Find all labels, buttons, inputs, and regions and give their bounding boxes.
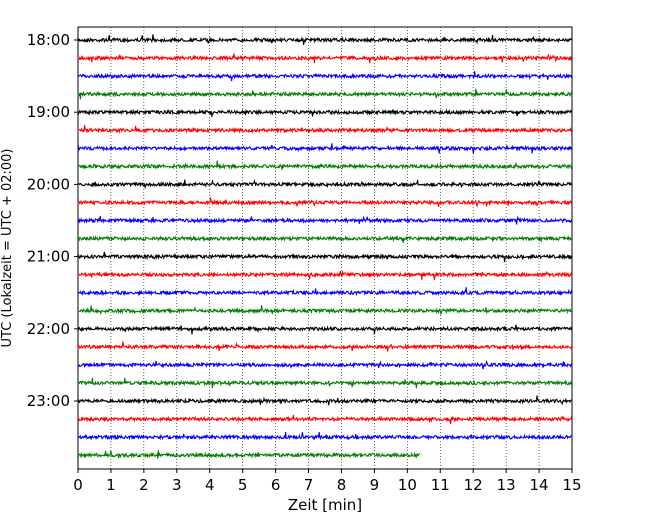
x-tick-label: 1	[106, 476, 116, 494]
traces	[77, 34, 573, 459]
x-tick-label: 7	[304, 476, 314, 494]
x-axis-label: Zeit [min]	[288, 496, 362, 514]
x-tick-label: 6	[271, 476, 281, 494]
y-tick-label: 18:00	[27, 31, 70, 49]
trace-line	[77, 234, 573, 243]
y-tick-label: 20:00	[27, 175, 70, 193]
x-tick-label: 0	[73, 476, 83, 494]
x-tick-label: 5	[238, 476, 248, 494]
x-tick-label: 14	[530, 476, 549, 494]
trace-line	[77, 108, 573, 117]
x-tick-label: 2	[139, 476, 149, 494]
trace-line	[77, 53, 573, 64]
trace-line	[77, 305, 572, 316]
trace-line	[77, 143, 573, 154]
y-tick-label: 21:00	[27, 248, 70, 266]
y-axis-label: UTC (Lokalzeit = UTC + 02:00)	[0, 149, 15, 348]
x-tick-label: 4	[205, 476, 215, 494]
trace-line	[77, 197, 573, 209]
x-tick-label: 9	[370, 476, 380, 494]
y-tick-label: 23:00	[27, 392, 70, 410]
x-tick-label: 15	[562, 476, 581, 494]
y-tick-label: 19:00	[27, 103, 70, 121]
x-tick-label: 13	[497, 476, 516, 494]
x-tick-label: 11	[431, 476, 450, 494]
trace-line	[77, 395, 572, 406]
trace-line	[77, 414, 573, 425]
x-tick-label: 8	[337, 476, 347, 494]
trace-line	[78, 270, 573, 281]
trace-line	[77, 360, 573, 370]
trace-line	[77, 160, 573, 171]
x-tick-label: 3	[172, 476, 182, 494]
trace-line	[77, 215, 573, 225]
trace-line	[77, 324, 573, 335]
y-axis-ticks: 18:00 19:00 20:00 21:00 22:00 23:00	[27, 31, 78, 410]
trace-line	[77, 287, 573, 297]
trace-line	[77, 88, 573, 100]
trace-line	[77, 124, 572, 134]
trace-line	[77, 34, 572, 45]
trace-line	[77, 341, 573, 352]
trace-line	[77, 377, 573, 389]
plot-frame	[77, 26, 573, 470]
x-tick-label: 10	[398, 476, 417, 494]
x-axis-ticks: 0 1 2 3 4 5 6 7 8 9 10 11 12 13 14 15	[73, 469, 582, 494]
x-tick-label: 12	[464, 476, 483, 494]
trace-line	[77, 431, 573, 441]
y-tick-label: 22:00	[27, 320, 70, 338]
trace-line	[77, 251, 573, 263]
trace-line	[77, 450, 421, 459]
trace-line	[77, 71, 573, 82]
trace-line	[77, 178, 573, 190]
